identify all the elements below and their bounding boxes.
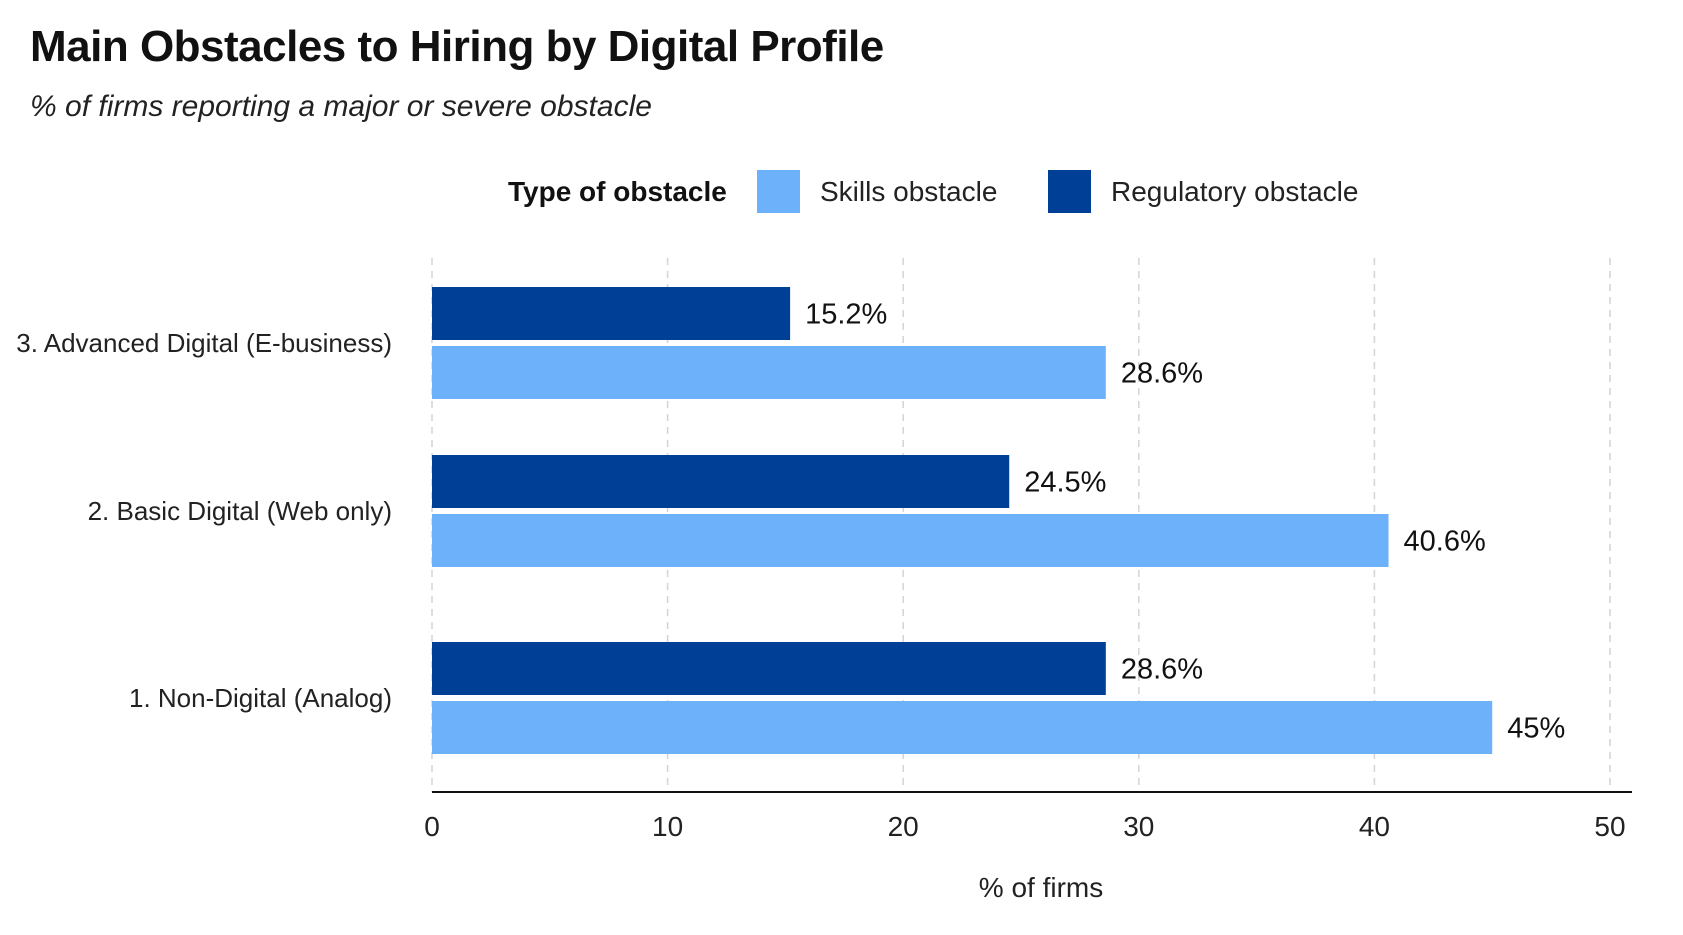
category-label: 2. Basic Digital (Web only) [88,496,392,526]
data-label: 24.5% [1024,467,1106,499]
x-tick-label: 0 [424,811,440,842]
bar-skills-1 [432,346,1106,399]
legend-title: Type of obstacle [508,176,727,207]
x-tick-label: 10 [652,811,683,842]
x-tick-label: 50 [1594,811,1625,842]
bar-regulatory-2 [432,455,1010,508]
x-tick-label: 30 [1123,811,1154,842]
legend-label-skills: Skills obstacle [820,176,998,207]
data-label: 28.6% [1121,358,1203,390]
legend-label-regulatory: Regulatory obstacle [1111,176,1359,207]
legend-swatch-regulatory [1048,170,1091,213]
x-axis-title: % of firms [979,872,1103,903]
legend-swatch-skills [757,170,800,213]
legend: Type of obstacle Skills obstacle Regulat… [0,168,1683,214]
data-label: 40.6% [1404,526,1486,558]
chart-subtitle: % of firms reporting a major or severe o… [30,90,652,123]
bar-skills-3 [432,701,1493,754]
bar-regulatory-1 [432,287,791,340]
chart-title: Main Obstacles to Hiring by Digital Prof… [30,22,884,71]
data-label: 28.6% [1121,654,1203,686]
bar-regulatory-3 [432,642,1106,695]
data-label: 45% [1507,713,1565,745]
category-label: 3. Advanced Digital (E-business) [16,328,392,358]
bar-skills-2 [432,514,1389,567]
data-label: 15.2% [805,299,887,331]
x-tick-label: 20 [888,811,919,842]
x-tick-label: 40 [1359,811,1390,842]
category-label: 1. Non-Digital (Analog) [129,683,392,713]
